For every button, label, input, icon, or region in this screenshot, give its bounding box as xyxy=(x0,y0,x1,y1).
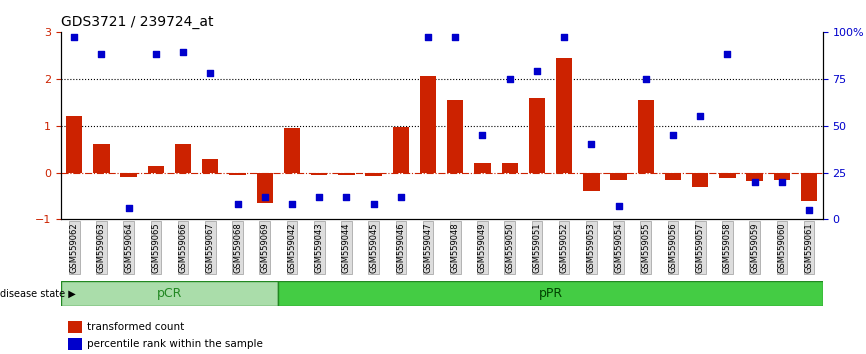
Text: GSM559058: GSM559058 xyxy=(723,222,732,273)
Text: GSM559052: GSM559052 xyxy=(559,222,569,273)
Point xyxy=(68,35,81,40)
Text: GSM559059: GSM559059 xyxy=(750,222,759,273)
Bar xyxy=(311,172,327,175)
Bar xyxy=(447,100,463,172)
Text: GSM559042: GSM559042 xyxy=(288,222,296,273)
Text: GDS3721 / 239724_at: GDS3721 / 239724_at xyxy=(61,16,213,29)
Text: GSM559064: GSM559064 xyxy=(124,222,133,273)
Bar xyxy=(637,100,654,172)
Text: pCR: pCR xyxy=(157,287,182,300)
Point xyxy=(530,68,544,74)
Bar xyxy=(475,163,491,172)
Bar xyxy=(392,127,409,172)
Point xyxy=(747,179,761,185)
Bar xyxy=(66,116,82,172)
Text: GSM559055: GSM559055 xyxy=(642,222,650,273)
Text: GSM559053: GSM559053 xyxy=(587,222,596,273)
Text: GSM559044: GSM559044 xyxy=(342,222,351,273)
Text: GSM559057: GSM559057 xyxy=(695,222,705,273)
Bar xyxy=(202,159,218,172)
Point xyxy=(366,202,380,207)
Bar xyxy=(746,172,763,181)
Text: GSM559046: GSM559046 xyxy=(397,222,405,273)
Point xyxy=(721,52,734,57)
Bar xyxy=(175,144,191,172)
Text: GSM559069: GSM559069 xyxy=(261,222,269,273)
Text: GSM559061: GSM559061 xyxy=(805,222,813,273)
FancyBboxPatch shape xyxy=(61,281,278,306)
Bar xyxy=(148,166,164,172)
Point xyxy=(585,142,598,147)
Point xyxy=(313,194,326,200)
Bar xyxy=(692,172,708,187)
Point xyxy=(475,132,489,138)
Text: GSM559045: GSM559045 xyxy=(369,222,378,273)
Point xyxy=(557,35,571,40)
Text: GSM559067: GSM559067 xyxy=(206,222,215,273)
Point xyxy=(694,113,708,119)
Point xyxy=(149,52,163,57)
Bar xyxy=(229,172,246,175)
Text: GSM559050: GSM559050 xyxy=(505,222,514,273)
Point xyxy=(176,50,190,55)
Point xyxy=(503,76,517,81)
Text: disease state ▶: disease state ▶ xyxy=(0,289,75,299)
Point xyxy=(258,194,272,200)
Bar xyxy=(68,321,82,333)
Text: GSM559062: GSM559062 xyxy=(70,222,79,273)
Text: GSM559056: GSM559056 xyxy=(669,222,677,273)
Bar xyxy=(529,97,545,172)
Point xyxy=(285,202,299,207)
Text: GSM559060: GSM559060 xyxy=(778,222,786,273)
Bar xyxy=(501,163,518,172)
Point xyxy=(339,194,353,200)
Bar xyxy=(284,128,301,172)
Point xyxy=(639,76,653,81)
Point xyxy=(775,179,789,185)
Point xyxy=(802,207,816,213)
Bar xyxy=(68,338,82,350)
Text: GSM559049: GSM559049 xyxy=(478,222,487,273)
Point xyxy=(611,204,625,209)
Point xyxy=(394,194,408,200)
Point xyxy=(122,205,136,211)
Bar xyxy=(773,172,790,179)
Text: percentile rank within the sample: percentile rank within the sample xyxy=(87,339,263,349)
Bar xyxy=(665,172,682,179)
Point xyxy=(94,52,108,57)
Bar xyxy=(611,172,627,179)
Text: GSM559048: GSM559048 xyxy=(451,222,460,273)
Point xyxy=(666,132,680,138)
Bar xyxy=(801,172,818,201)
FancyBboxPatch shape xyxy=(278,281,823,306)
Bar xyxy=(420,76,436,172)
Text: GSM559068: GSM559068 xyxy=(233,222,242,273)
Text: GSM559054: GSM559054 xyxy=(614,222,623,273)
Text: GSM559065: GSM559065 xyxy=(152,222,160,273)
Bar xyxy=(720,172,735,178)
Text: GSM559066: GSM559066 xyxy=(178,222,188,273)
Text: GSM559047: GSM559047 xyxy=(423,222,432,273)
Point xyxy=(421,35,435,40)
Text: GSM559063: GSM559063 xyxy=(97,222,106,273)
Bar xyxy=(94,144,110,172)
Text: GSM559051: GSM559051 xyxy=(533,222,541,273)
Text: GSM559043: GSM559043 xyxy=(314,222,324,273)
Bar xyxy=(120,172,137,177)
Bar xyxy=(256,172,273,203)
Text: pPR: pPR xyxy=(539,287,563,300)
Text: transformed count: transformed count xyxy=(87,322,184,332)
Point xyxy=(230,202,244,207)
Point xyxy=(449,35,462,40)
Bar xyxy=(556,58,572,172)
Point xyxy=(204,70,217,76)
Bar xyxy=(365,172,382,176)
Bar xyxy=(583,172,599,191)
Bar xyxy=(339,172,354,175)
